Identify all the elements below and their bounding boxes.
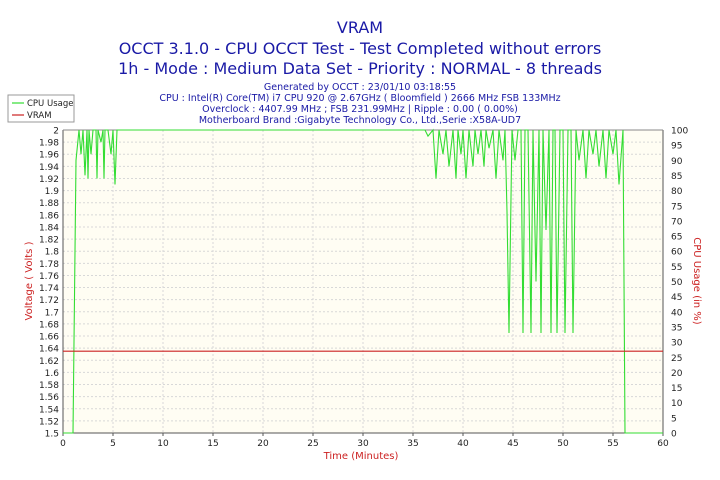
chart-title: VRAM	[336, 18, 384, 37]
y-tick-label-right: 95	[671, 142, 682, 152]
y-tick-label-left: 1.74	[39, 284, 59, 294]
cpu-usage-line	[63, 128, 663, 434]
y-tick-label-right: 20	[671, 369, 683, 379]
y-tick-label-left: 1.98	[39, 139, 59, 149]
y-tick-label-right: 0	[671, 430, 677, 440]
y-tick-label-left: 1.68	[39, 320, 59, 330]
y-tick-label-right: 90	[671, 157, 683, 167]
x-tick-label: 30	[357, 439, 369, 449]
y-tick-label-left: 1.76	[39, 272, 59, 282]
x-axis-title: Time (Minutes)	[323, 451, 399, 462]
x-tick-label: 5	[110, 439, 116, 449]
y-tick-label-left: 1.7	[45, 308, 59, 318]
x-tick-label: 50	[557, 439, 569, 449]
info-cpu: CPU : Intel(R) Core(TM) i7 CPU 920 @ 2.6…	[159, 93, 561, 104]
x-tick-label: 55	[607, 439, 618, 449]
y-tick-label-right: 80	[671, 187, 683, 197]
y-tick-label-right: 30	[671, 339, 683, 349]
x-tick-label: 20	[257, 439, 269, 449]
x-tick-label: 25	[307, 439, 318, 449]
y-tick-label-left: 1.96	[39, 151, 59, 161]
y-tick-label-right: 70	[671, 217, 683, 227]
y-tick-label-right: 85	[671, 172, 682, 182]
y-tick-label-left: 1.62	[39, 357, 59, 367]
y-tick-label-right: 100	[671, 127, 688, 137]
legend-label-cpu: CPU Usage	[27, 99, 73, 109]
y-tick-label-right: 65	[671, 233, 682, 243]
y-tick-label-right: 15	[671, 384, 682, 394]
x-tick-label: 60	[657, 439, 669, 449]
y-tick-label-left: 1.56	[39, 393, 59, 403]
x-tick-label: 35	[407, 439, 418, 449]
y-tick-label-left: 1.86	[39, 211, 59, 221]
y-tick-label-left: 1.92	[39, 175, 59, 185]
chart-subtitle-mode: 1h - Mode : Medium Data Set - Priority :…	[118, 59, 602, 78]
x-tick-label: 0	[60, 439, 66, 449]
y-tick-label-right: 10	[671, 399, 683, 409]
y-tick-label-right: 50	[671, 278, 683, 288]
legend-box	[7, 94, 75, 123]
x-tick-label: 45	[507, 439, 518, 449]
y-tick-label-right: 75	[671, 202, 682, 212]
y-tick-label-right: 5	[671, 414, 677, 424]
x-tick-label: 10	[157, 439, 169, 449]
y-tick-label-left: 1.54	[39, 405, 59, 415]
y-tick-label-left: 1.66	[39, 333, 59, 343]
y-tick-label-left: 1.64	[39, 345, 59, 355]
y-tick-label-left: 1.9	[45, 187, 60, 197]
y-tick-label-left: 1.52	[39, 417, 59, 427]
legend-label-vram: VRAM	[27, 111, 52, 121]
x-tick-label: 40	[457, 439, 469, 449]
chart-subtitle-test: OCCT 3.1.0 - CPU OCCT Test - Test Comple…	[118, 39, 602, 58]
y-tick-label-right: 55	[671, 263, 682, 273]
y-tick-label-left: 1.82	[39, 236, 59, 246]
y-tick-label-left: 1.94	[39, 163, 59, 173]
info-overclock: Overclock : 4407.99 MHz ; FSB 231.99MHz …	[202, 104, 518, 115]
y-axis-title-left: Voltage ( Volts )	[24, 241, 35, 320]
y-tick-label-left: 1.58	[39, 381, 59, 391]
y-tick-label-right: 60	[671, 248, 683, 258]
y-tick-label-left: 1.5	[45, 430, 59, 440]
y-tick-label-right: 45	[671, 293, 682, 303]
y-tick-label-right: 40	[671, 308, 683, 318]
y-tick-label-left: 1.6	[45, 369, 60, 379]
info-motherboard: Motherboard Brand :Gigabyte Technology C…	[198, 115, 522, 126]
y-tick-label-left: 1.78	[39, 260, 59, 270]
y-axis-title-right: CPU Usage (in %)	[691, 237, 702, 325]
y-tick-label-left: 1.84	[39, 223, 59, 233]
y-tick-label-left: 2	[53, 127, 59, 137]
x-tick-label: 15	[207, 439, 218, 449]
y-tick-label-right: 25	[671, 354, 682, 364]
y-tick-label-left: 1.8	[45, 248, 60, 258]
y-tick-label-right: 35	[671, 323, 682, 333]
info-generated: Generated by OCCT : 23/01/10 03:18:55	[263, 82, 457, 93]
y-tick-label-left: 1.88	[39, 199, 59, 209]
y-tick-label-left: 1.72	[39, 296, 59, 306]
